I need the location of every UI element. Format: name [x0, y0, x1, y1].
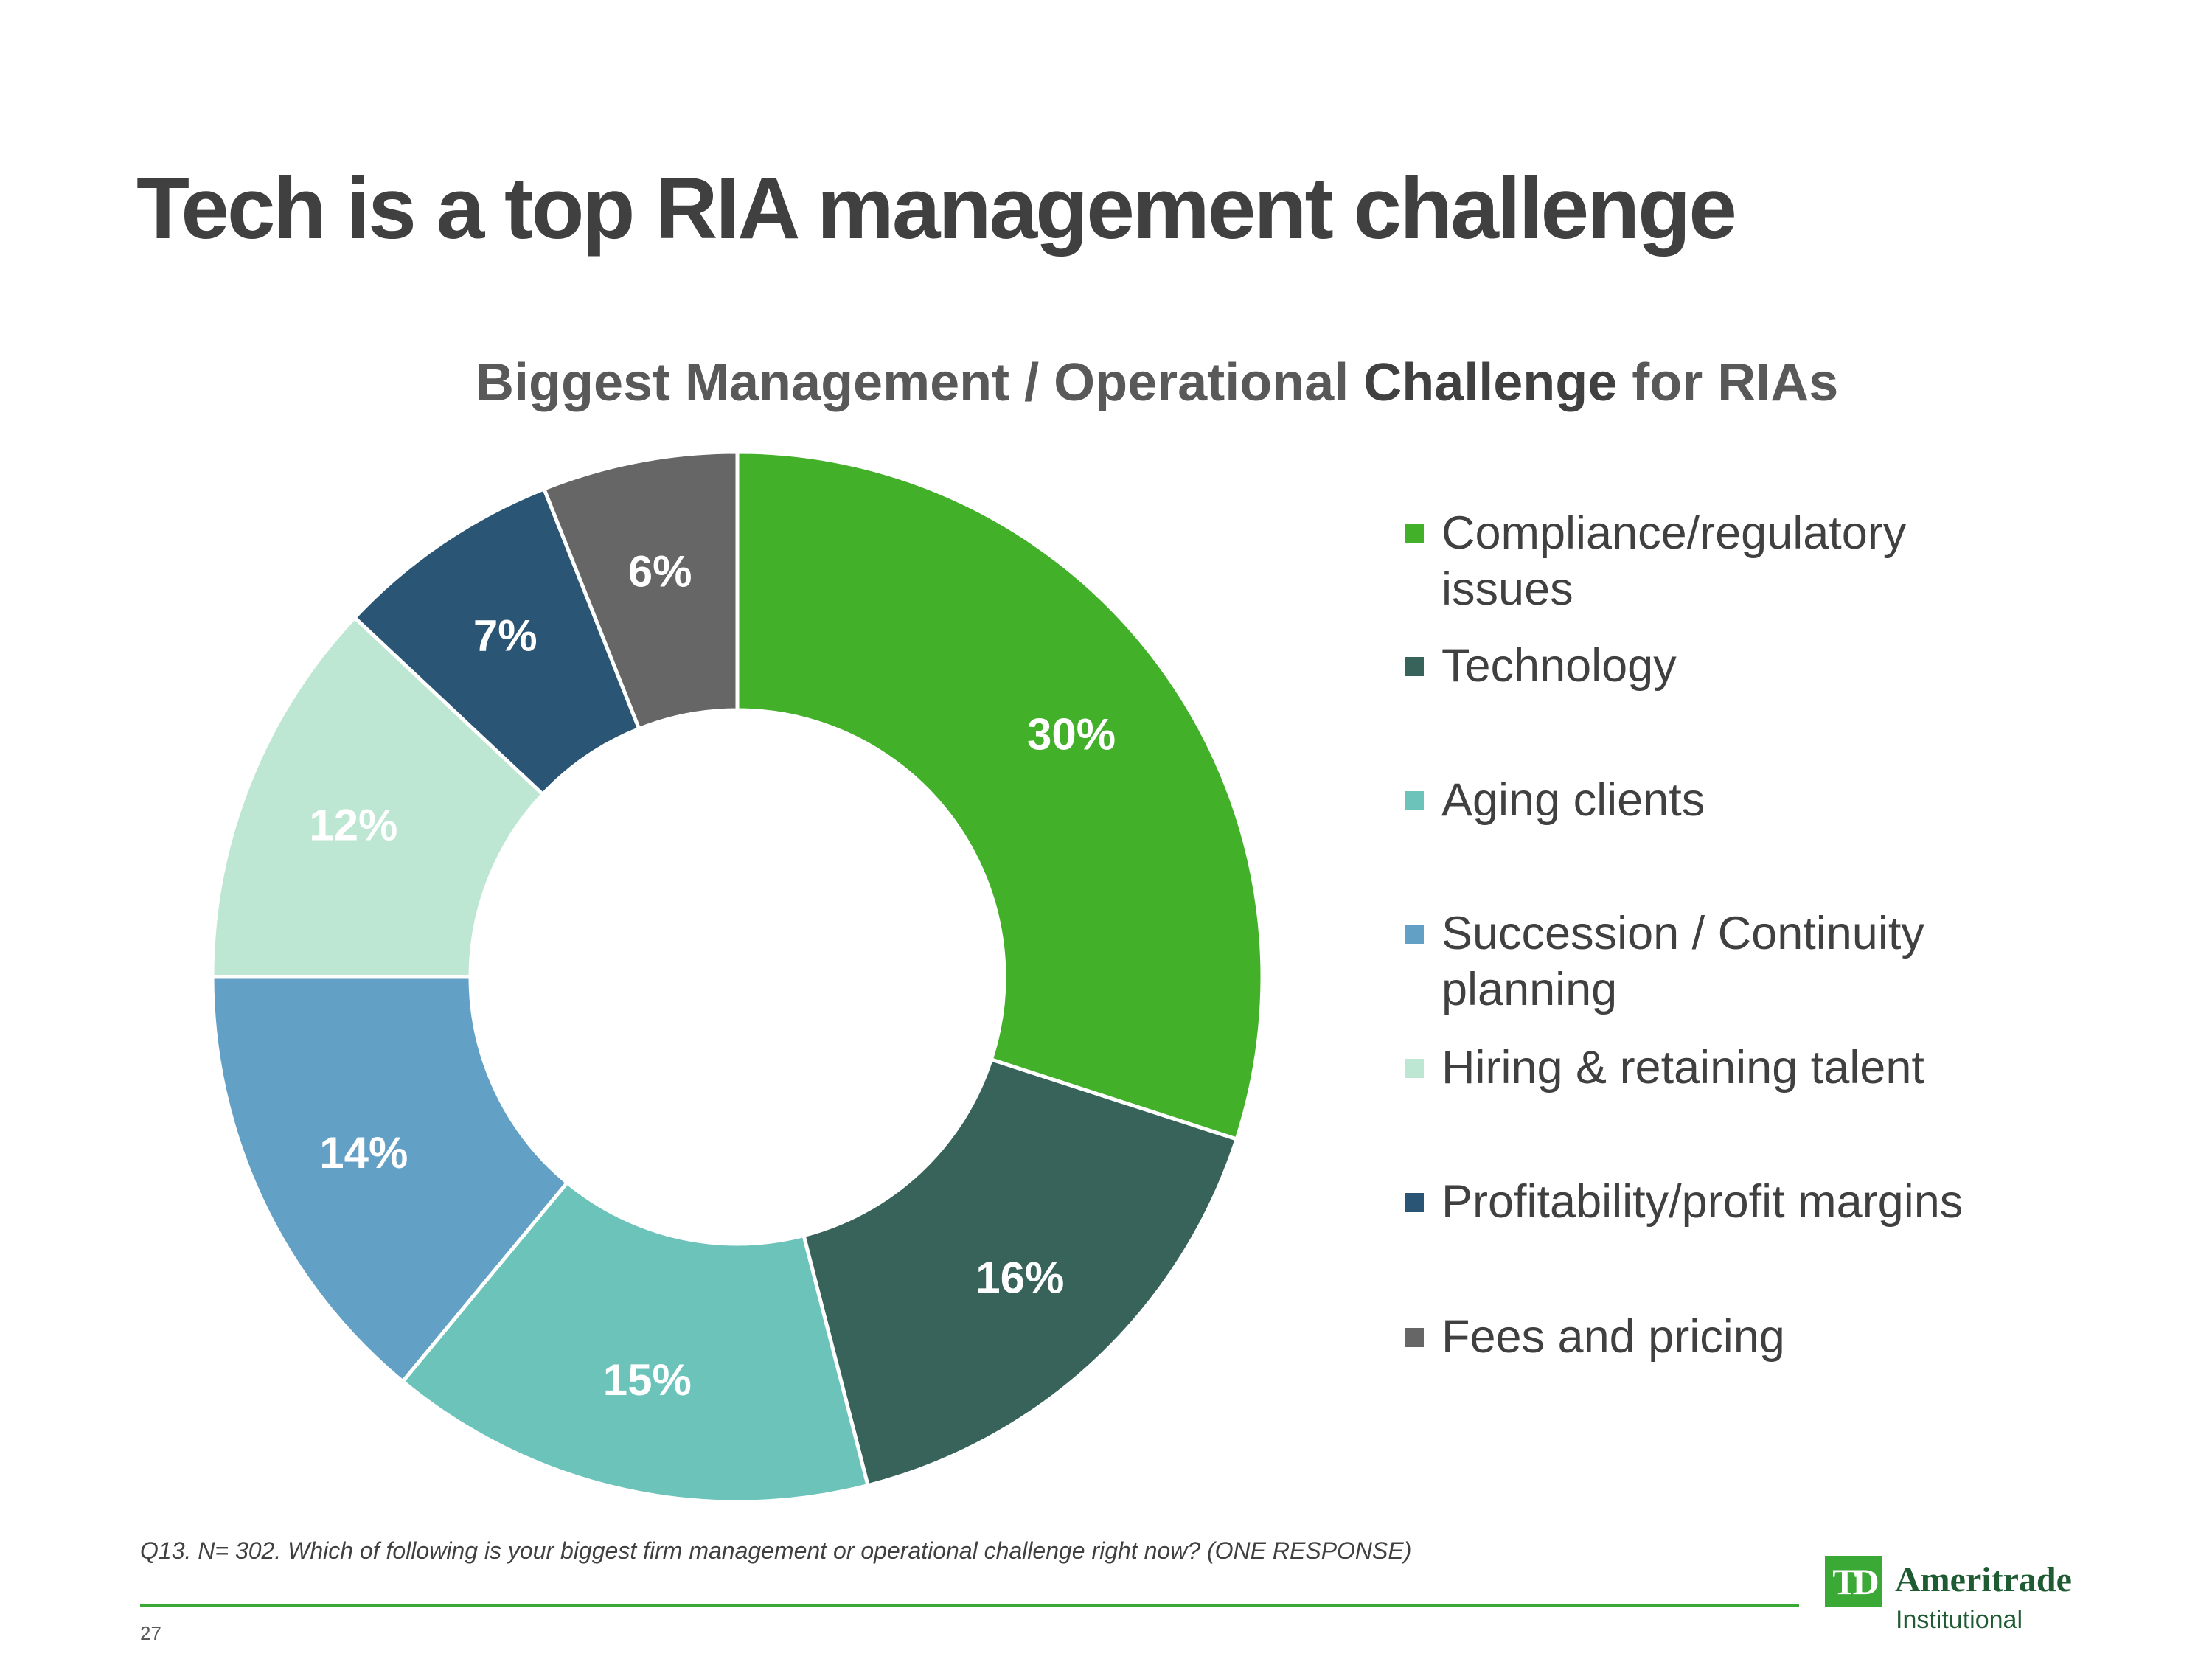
- legend-label-line: Technology: [1441, 640, 1677, 692]
- legend-label: Fees and pricing: [1441, 1309, 2179, 1365]
- legend-label-line: planning: [1441, 964, 1618, 1015]
- slice-label-succession-continuity-planning: 14%: [319, 1128, 408, 1178]
- logo-name: Ameritrade: [1895, 1560, 2072, 1599]
- slice-technology: [801, 1057, 1239, 1488]
- legend-label: Succession / Continuity planning: [1441, 905, 2179, 1018]
- slice-label-aging-clients: 15%: [603, 1355, 692, 1405]
- slice-label-compliance-regulatory-issues: 30%: [1027, 709, 1116, 759]
- legend-label: Aging clients: [1441, 772, 2179, 828]
- legend-swatch: [1405, 791, 1424, 810]
- td-ameritrade-logo: TD Ameritrade Institutional: [1825, 1556, 2120, 1637]
- slide-title: Tech is a top RIA management challenge: [136, 160, 1737, 257]
- slice-label-technology: 16%: [975, 1253, 1064, 1303]
- slice-succession-continuity-planning: [210, 975, 570, 1385]
- footnote: Q13. N= 302. Which of following is your …: [140, 1537, 1412, 1564]
- legend-label-line: Hiring & retaining talent: [1441, 1042, 1924, 1093]
- legend-label-line: Aging clients: [1441, 774, 1705, 826]
- legend-swatch: [1405, 1328, 1424, 1347]
- slice-compliance-regulatory-issues: [735, 450, 1265, 1142]
- legend-swatch: [1405, 925, 1424, 944]
- legend-label: Technology: [1441, 638, 2179, 694]
- slice-label-fees-and-pricing: 6%: [628, 546, 692, 596]
- slice-label-profitability-profit-margins: 7%: [473, 611, 538, 660]
- page-number: 27: [140, 1622, 161, 1644]
- slice-hiring-retaining-talent: [210, 615, 546, 979]
- legend-label: Hiring & retaining talent: [1441, 1040, 2179, 1096]
- chart-title-part1: Biggest Management / Operational: [476, 353, 1364, 412]
- legend-label: Profitability/profit margins: [1441, 1174, 2179, 1230]
- slice-label-hiring-retaining-talent: 12%: [309, 800, 397, 849]
- legend-swatch: [1405, 1059, 1424, 1078]
- chart-title-part3: for RIAs: [1617, 353, 1839, 412]
- footer-rule: [140, 1604, 1799, 1607]
- slice-aging-clients: [400, 1180, 871, 1504]
- td-logo-mark: TD: [1825, 1556, 1882, 1607]
- chart-title-part2: Challenge: [1363, 353, 1618, 412]
- chart-title: Biggest Management / Operational Challen…: [476, 352, 1838, 413]
- legend-swatch: [1405, 1193, 1424, 1212]
- legend-label-line: Profitability/profit margins: [1441, 1176, 1964, 1228]
- legend-label-line: Fees and pricing: [1441, 1311, 1785, 1363]
- logo-subtitle: Institutional: [1896, 1606, 2023, 1634]
- slice-fees-and-pricing: [541, 450, 740, 731]
- legend-swatch: [1405, 657, 1424, 676]
- legend-label-line: issues: [1441, 563, 1573, 615]
- legend-swatch: [1405, 524, 1424, 543]
- legend-label-line: Compliance/regulatory: [1441, 507, 1907, 559]
- legend-label-line: Succession / Continuity: [1441, 908, 1924, 959]
- legend-label: Compliance/regulatory issues: [1441, 505, 2179, 617]
